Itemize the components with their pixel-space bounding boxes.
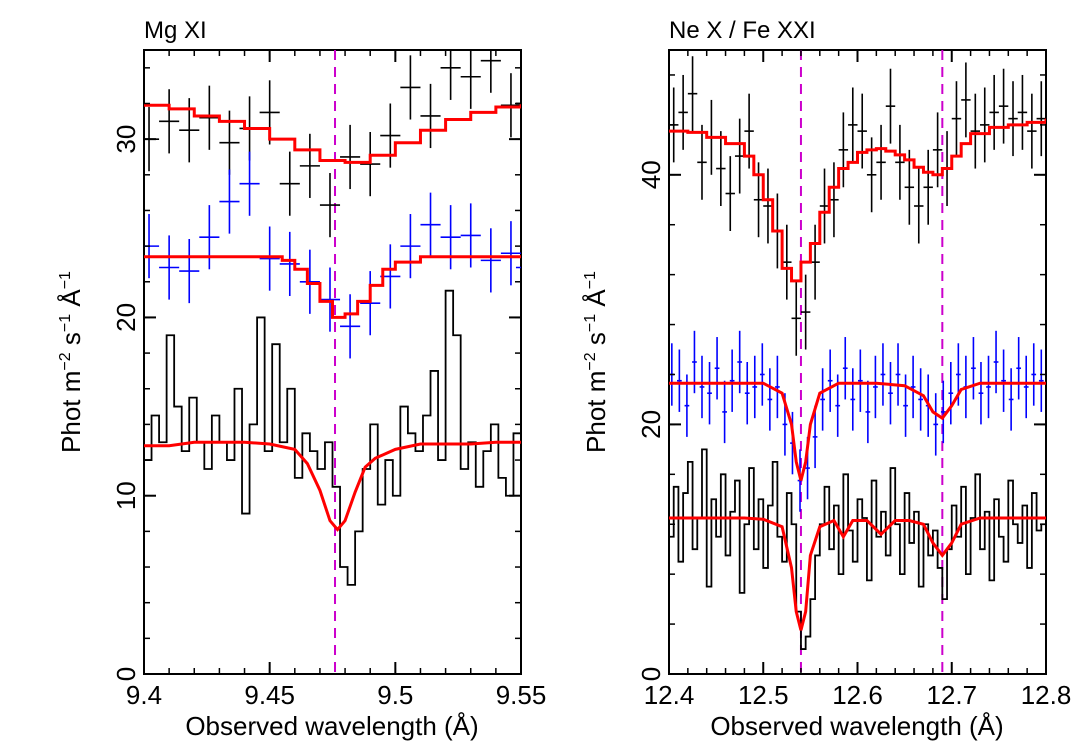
- plot-frame: [143, 49, 522, 675]
- data-step-line: [669, 448, 1046, 650]
- axis-ticks: 12.4 12.5 12.6 12.7 12.8 0 20 40: [636, 50, 1071, 710]
- x-tick-label: 12.5: [738, 680, 789, 710]
- x-tick-label: 9.4: [126, 680, 162, 710]
- y-label-sup1: −2: [57, 352, 74, 370]
- y-label-sup2: −1: [582, 314, 599, 332]
- plot-marks: [669, 50, 1046, 674]
- x-tick-label: 12.4: [644, 680, 695, 710]
- x-axis-label: Observed wavelength (Å): [710, 711, 1003, 741]
- y-label-mid1: s: [581, 332, 611, 352]
- y-label-sup2: −1: [57, 314, 74, 332]
- errorbar-series: [144, 50, 521, 238]
- y-label-sup3: −1: [582, 271, 599, 289]
- model-step-line: [144, 103, 521, 164]
- errorbar-series: [669, 330, 1044, 512]
- model-step-line: [669, 118, 1046, 283]
- y-tick-label: 30: [111, 125, 141, 154]
- plot-marks: [144, 50, 521, 674]
- y-label-mid1: s: [56, 332, 86, 352]
- model-line: [669, 381, 1046, 481]
- y-tick-label: 20: [636, 410, 666, 439]
- y-tick-label: 0: [636, 667, 666, 681]
- errorbar-series: [144, 151, 521, 359]
- model-line: [144, 440, 521, 532]
- x-tick-label: 12.6: [832, 680, 883, 710]
- y-label-main: Phot m: [56, 371, 86, 453]
- y-tick-label: 40: [636, 160, 666, 189]
- plot-area: [669, 50, 1046, 674]
- x-axis-label: Observed wavelength (Å): [185, 711, 478, 741]
- x-tick-label: 9.5: [377, 680, 413, 710]
- axis-ticks: 9.4 9.45 9.5 9.55 0 10 20 30: [111, 50, 546, 710]
- panel-mg-xi: 9.4 9.45 9.5 9.55 0 10 20 30 Mg XI Observed wav…: [56, 17, 546, 741]
- y-label-mid2: Å: [56, 289, 86, 314]
- y-label-sup3: −1: [57, 271, 74, 289]
- data-step-line: [144, 289, 521, 586]
- y-axis-label: Phot m−2 s−1 Å−1: [581, 271, 611, 453]
- x-tick-label: 12.7: [926, 680, 977, 710]
- x-tick-label: 9.55: [496, 680, 547, 710]
- y-tick-label: 20: [111, 303, 141, 332]
- panel-title: Mg XI: [144, 17, 207, 44]
- y-tick-label: 10: [111, 481, 141, 510]
- panel-title: Ne X / Fe XXI: [669, 17, 816, 44]
- model-step-line: [144, 255, 521, 319]
- x-tick-label: 9.45: [244, 680, 295, 710]
- y-axis-label: Phot m−2 s−1 Å−1: [56, 271, 86, 453]
- errorbar-series: [669, 56, 1046, 356]
- y-label-mid2: Å: [581, 289, 611, 314]
- y-label-main: Phot m: [581, 371, 611, 453]
- model-line: [669, 516, 1046, 631]
- y-tick-label: 0: [111, 667, 141, 681]
- y-label-sup1: −2: [582, 352, 599, 370]
- x-tick-label: 12.8: [1021, 680, 1072, 710]
- plot-area: [144, 50, 521, 674]
